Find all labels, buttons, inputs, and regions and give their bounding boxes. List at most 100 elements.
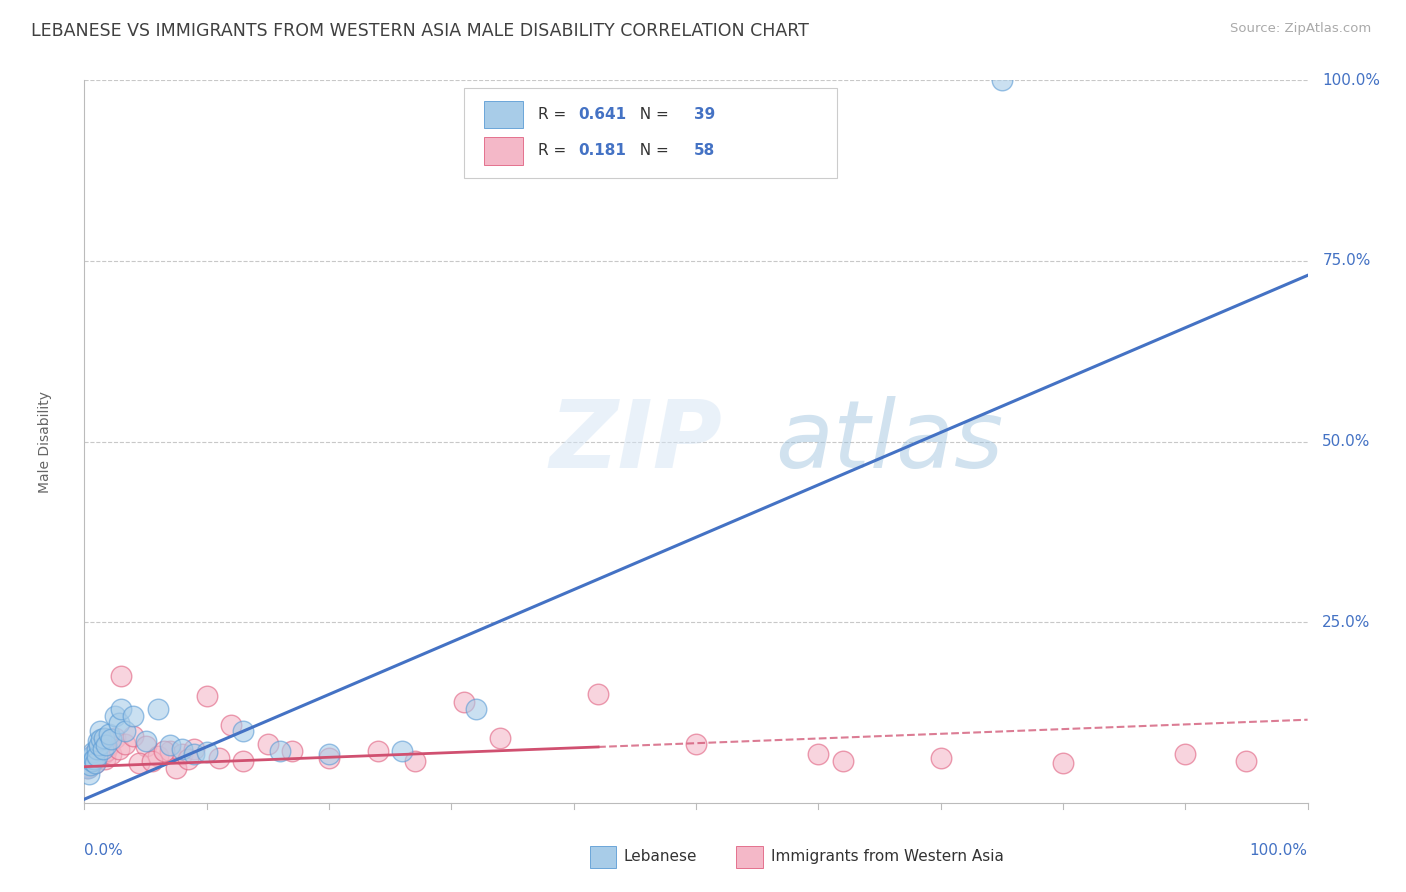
Point xyxy=(318,751,340,765)
Point xyxy=(82,754,104,768)
Point xyxy=(84,756,107,770)
Point xyxy=(195,745,218,759)
Point xyxy=(159,744,181,758)
Point xyxy=(96,738,118,752)
FancyBboxPatch shape xyxy=(464,87,837,178)
Point xyxy=(80,756,103,770)
Point xyxy=(318,747,340,761)
Text: atlas: atlas xyxy=(776,396,1004,487)
Text: 75.0%: 75.0% xyxy=(1322,253,1371,268)
Point xyxy=(257,737,280,751)
Point xyxy=(831,754,853,768)
Point xyxy=(80,754,103,768)
Point xyxy=(86,748,108,763)
Point xyxy=(79,754,101,768)
Point xyxy=(79,751,101,765)
Point xyxy=(100,747,122,761)
Point xyxy=(76,761,98,775)
Point xyxy=(807,747,830,761)
Point xyxy=(135,739,157,754)
Point xyxy=(86,751,108,765)
Point xyxy=(114,737,136,751)
Point xyxy=(110,669,132,683)
Point xyxy=(685,737,707,751)
Point xyxy=(90,732,112,747)
FancyBboxPatch shape xyxy=(737,847,763,868)
Point xyxy=(1236,754,1258,768)
Point xyxy=(146,702,169,716)
Point xyxy=(269,744,291,758)
FancyBboxPatch shape xyxy=(484,137,523,165)
Point xyxy=(77,767,100,781)
Point xyxy=(489,731,512,745)
Point xyxy=(128,756,150,770)
Point xyxy=(91,747,114,761)
Point xyxy=(96,744,118,758)
Point xyxy=(93,731,115,745)
Point xyxy=(110,702,132,716)
Point xyxy=(122,709,145,723)
Point xyxy=(107,716,129,731)
Point xyxy=(75,758,97,772)
Point xyxy=(464,702,486,716)
Point xyxy=(104,731,127,745)
Point xyxy=(367,744,389,758)
Point xyxy=(89,723,111,738)
Text: 50.0%: 50.0% xyxy=(1322,434,1371,449)
Point xyxy=(87,734,110,748)
Point xyxy=(83,747,105,761)
Point xyxy=(1174,747,1197,761)
Text: 100.0%: 100.0% xyxy=(1250,843,1308,857)
Point xyxy=(77,752,100,766)
Point xyxy=(232,723,254,738)
Text: Male Disability: Male Disability xyxy=(38,391,52,492)
Text: 0.0%: 0.0% xyxy=(84,843,124,857)
Point xyxy=(77,752,100,766)
Point xyxy=(77,761,100,775)
Point xyxy=(195,689,218,703)
Text: R =: R = xyxy=(538,107,571,122)
Point xyxy=(84,756,107,770)
Text: 100.0%: 100.0% xyxy=(1322,73,1381,87)
Point xyxy=(146,748,169,763)
Point xyxy=(104,709,127,723)
Text: 58: 58 xyxy=(693,144,714,159)
Point xyxy=(183,747,205,761)
Point xyxy=(94,752,117,766)
Text: N =: N = xyxy=(630,144,673,159)
Point xyxy=(141,754,163,768)
Point xyxy=(100,732,122,747)
Text: LEBANESE VS IMMIGRANTS FROM WESTERN ASIA MALE DISABILITY CORRELATION CHART: LEBANESE VS IMMIGRANTS FROM WESTERN ASIA… xyxy=(31,22,808,40)
Point xyxy=(1052,756,1074,770)
Point xyxy=(86,745,108,759)
Point xyxy=(80,748,103,763)
Point xyxy=(135,734,157,748)
Point xyxy=(165,761,187,775)
Point xyxy=(404,754,426,768)
Point xyxy=(87,748,110,763)
Point xyxy=(208,751,231,765)
Point xyxy=(114,723,136,738)
Point xyxy=(122,729,145,743)
Text: 25.0%: 25.0% xyxy=(1322,615,1371,630)
Point xyxy=(76,756,98,770)
Text: R =: R = xyxy=(538,144,571,159)
Point xyxy=(87,738,110,752)
Point xyxy=(153,744,176,758)
Point xyxy=(232,754,254,768)
FancyBboxPatch shape xyxy=(484,101,523,128)
Point xyxy=(91,741,114,756)
Text: ZIP: ZIP xyxy=(550,395,723,488)
Point xyxy=(86,741,108,756)
Point xyxy=(89,744,111,758)
Point xyxy=(83,752,105,766)
Text: 0.641: 0.641 xyxy=(578,107,627,122)
Point xyxy=(586,687,609,701)
FancyBboxPatch shape xyxy=(589,847,616,868)
Point xyxy=(79,751,101,765)
Text: Source: ZipAtlas.com: Source: ZipAtlas.com xyxy=(1230,22,1371,36)
Point xyxy=(79,758,101,772)
Text: Immigrants from Western Asia: Immigrants from Western Asia xyxy=(770,849,1004,864)
Point xyxy=(107,741,129,756)
Point xyxy=(159,738,181,752)
